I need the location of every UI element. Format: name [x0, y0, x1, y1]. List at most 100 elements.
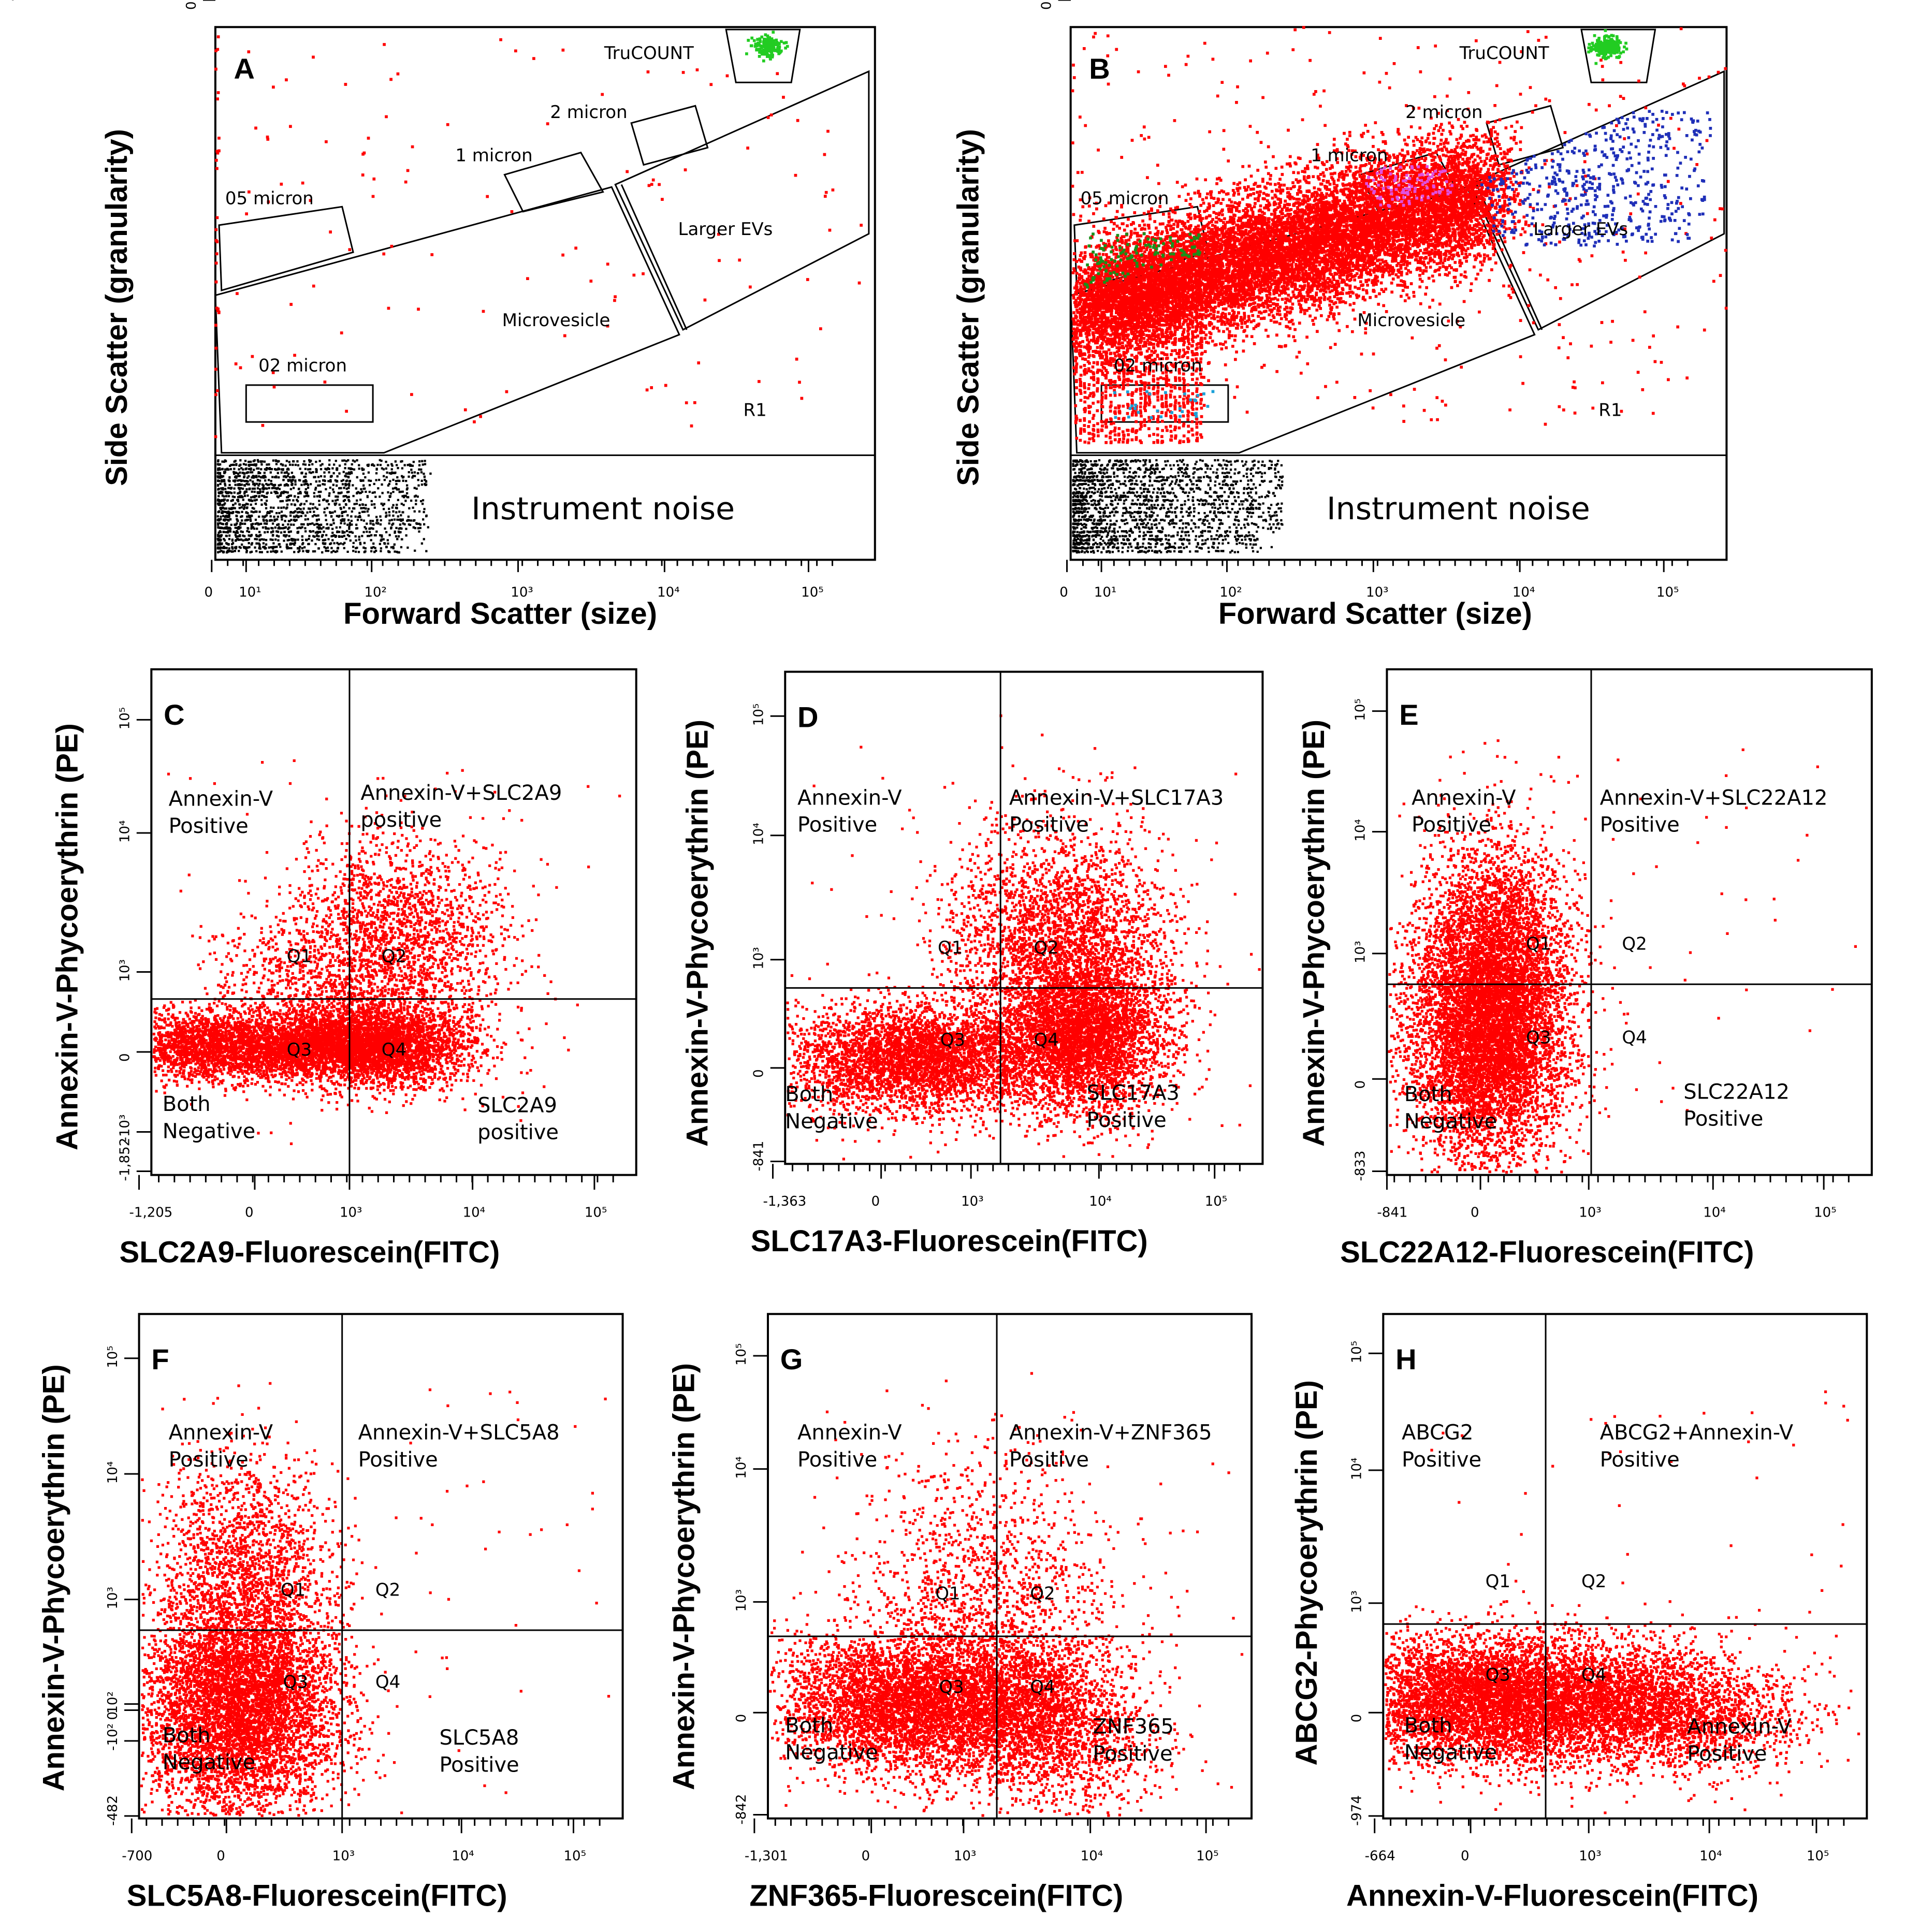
gate-label-microvesicle: Microvesicle: [502, 310, 610, 331]
quadrant-label-ur: Annexin-V+SLC22A12 Positive: [1600, 786, 1828, 837]
x-tick-label: 10¹: [239, 585, 261, 601]
gate-label-2-micron: 2 micron: [550, 102, 627, 123]
gate-label-2-micron: 2 micron: [1405, 102, 1482, 123]
gate-label-05-micron: 05 micron: [1081, 188, 1169, 209]
quadrant-id-q2: Q2: [1030, 1584, 1055, 1604]
quadrant-label-ul: Annexin-V Positive: [169, 787, 273, 838]
quadrant-id-q2: Q2: [1581, 1571, 1606, 1592]
x-tick-label: 10³: [511, 585, 533, 601]
y-tick-label: 10⁴: [751, 823, 767, 845]
y-tick-label: 10³: [0, 0, 23, 4]
y-axis-title: Annexin-V-Phycoerythrin (PE): [1297, 720, 1331, 1147]
gate-trucount: [1580, 28, 1656, 83]
x-tick-label: 10³: [1366, 585, 1389, 601]
y-tick-label: 10⁴: [105, 1461, 121, 1484]
events: [1388, 739, 1857, 1174]
x-tick-label: -700: [122, 1848, 152, 1864]
x-tick-label: 10⁴: [1703, 1205, 1726, 1220]
panel-letter: D: [797, 701, 818, 734]
y-tick-label: 10³: [1353, 941, 1369, 963]
x-axis-title: SLC2A9-Fluorescein(FITC): [120, 1235, 500, 1269]
x-axis-title: SLC22A12-Fluorescein(FITC): [1340, 1235, 1754, 1269]
quadrant-id-q3: Q3: [1526, 1027, 1551, 1048]
x-tick-label: 0: [216, 1848, 225, 1864]
x-tick-label: 10⁵: [1205, 1194, 1228, 1209]
x-tick-label: 10⁴: [1089, 1194, 1112, 1209]
noise-events: [1072, 459, 1284, 554]
quadrant-label-ll: Both Negative: [163, 1092, 256, 1143]
quadrant-label-ur: Annexin-V+SLC2A9 positive: [360, 781, 562, 832]
noise-label: Instrument noise: [471, 491, 735, 527]
quadrant-label-lr: SLC5A8 Positive: [439, 1726, 519, 1777]
y-axis-title: Annexin-V-Phycoerythrin (PE): [667, 1363, 701, 1790]
gate-2-micron: [630, 105, 709, 166]
y-tick-label: 10¹: [0, 0, 23, 4]
y-tick-label: 0: [1353, 1080, 1369, 1089]
gate-02-micron: [1100, 384, 1229, 423]
x-tick-label: 10⁵: [1656, 585, 1679, 601]
x-tick-label: 0: [205, 585, 213, 601]
quadrant-label-ur: Annexin-V+SLC17A3 Positive: [1009, 786, 1224, 837]
quadrant-label-ll: Both Negative: [785, 1714, 878, 1764]
y-tick-label: 10²: [105, 1691, 121, 1714]
quadrant-id-q3: Q3: [1486, 1664, 1510, 1685]
y-tick-label: -1,852: [118, 1138, 133, 1181]
x-tick-label: 0: [871, 1194, 880, 1209]
quadrant-id-q4: Q4: [1030, 1677, 1055, 1697]
quadrant-id-q4: Q4: [1581, 1664, 1606, 1685]
gate-larger-evs: [614, 70, 870, 331]
x-tick-label: -841: [1377, 1205, 1407, 1220]
y-tick-label: 0: [118, 1053, 133, 1062]
y-tick-label: -482: [105, 1795, 121, 1826]
quadrant-label-ul: Annexin-V Positive: [797, 1421, 902, 1472]
y-tick-label: 10⁵: [734, 1343, 749, 1366]
quadrant-label-ll: Both Negative: [785, 1082, 878, 1133]
gate-label-TruCOUNT: TruCOUNT: [604, 43, 694, 64]
quadrant-id-q4: Q4: [1622, 1027, 1647, 1048]
y-tick-label: 10⁵: [1349, 1341, 1365, 1364]
panel-letter: G: [780, 1343, 803, 1375]
quadrant-label-ul: ABCG2 Positive: [1402, 1421, 1481, 1472]
x-tick-label: 10²: [1219, 585, 1242, 601]
quadrant-label-ul: Annexin-V Positive: [797, 786, 902, 837]
y-tick-label: 10³: [751, 947, 767, 970]
quadrant-label-lr: SLC22A12 Positive: [1683, 1080, 1790, 1131]
y-tick-label: 10³: [734, 1589, 749, 1612]
gate-label-r1: R1: [1598, 400, 1622, 420]
quadrant-id-q1: Q1: [938, 938, 963, 958]
x-tick-label: 0: [1059, 585, 1068, 601]
x-tick-label: 10²: [364, 585, 387, 601]
x-tick-label: 0: [245, 1205, 254, 1220]
y-tick-label: -841: [751, 1141, 767, 1172]
quadrant-id-q4: Q4: [382, 1040, 406, 1060]
quadrant-id-q1: Q1: [281, 1579, 306, 1600]
02-micron-events: [1113, 390, 1215, 419]
plot-frame: [150, 668, 637, 1176]
x-tick-label: 10⁴: [1699, 1848, 1722, 1864]
quadrant-id-q1: Q1: [1486, 1571, 1510, 1592]
gate-label-microvesicle: Microvesicle: [1357, 310, 1465, 331]
gate-label-1-micron: 1 micron: [455, 145, 532, 166]
y-tick-label: -10²: [105, 1723, 121, 1751]
quadrant-id-q1: Q1: [287, 946, 312, 967]
y-tick-label: 10⁵: [118, 707, 133, 730]
y-tick-label: 0: [1039, 1, 1055, 10]
plot-frame: [214, 26, 876, 561]
y-tick-label: 10⁴: [0, 0, 23, 4]
x-tick-label: 10³: [954, 1848, 977, 1864]
y-tick-label: -833: [1353, 1151, 1369, 1181]
gate-02-micron: [245, 384, 374, 423]
y-tick-label: 10⁴: [1349, 1458, 1365, 1481]
x-axis-title: SLC5A8-Fluorescein(FITC): [127, 1879, 507, 1912]
gate-microvesicle: [214, 186, 680, 454]
quadrant-id-q2: Q2: [375, 1579, 400, 1600]
y-tick-label: 0: [751, 1069, 767, 1078]
y-tick-label: 10⁵: [105, 1345, 121, 1368]
events: [152, 759, 621, 1146]
trucount-events: [1587, 29, 1628, 65]
y-tick-label: -10³: [118, 1115, 133, 1142]
1-micron-events: [1365, 165, 1453, 208]
events: [1384, 1390, 1860, 1814]
quadrant-label-lr: SLC17A3 Positive: [1087, 1081, 1180, 1132]
y-tick-label: 10¹: [0, 0, 23, 4]
